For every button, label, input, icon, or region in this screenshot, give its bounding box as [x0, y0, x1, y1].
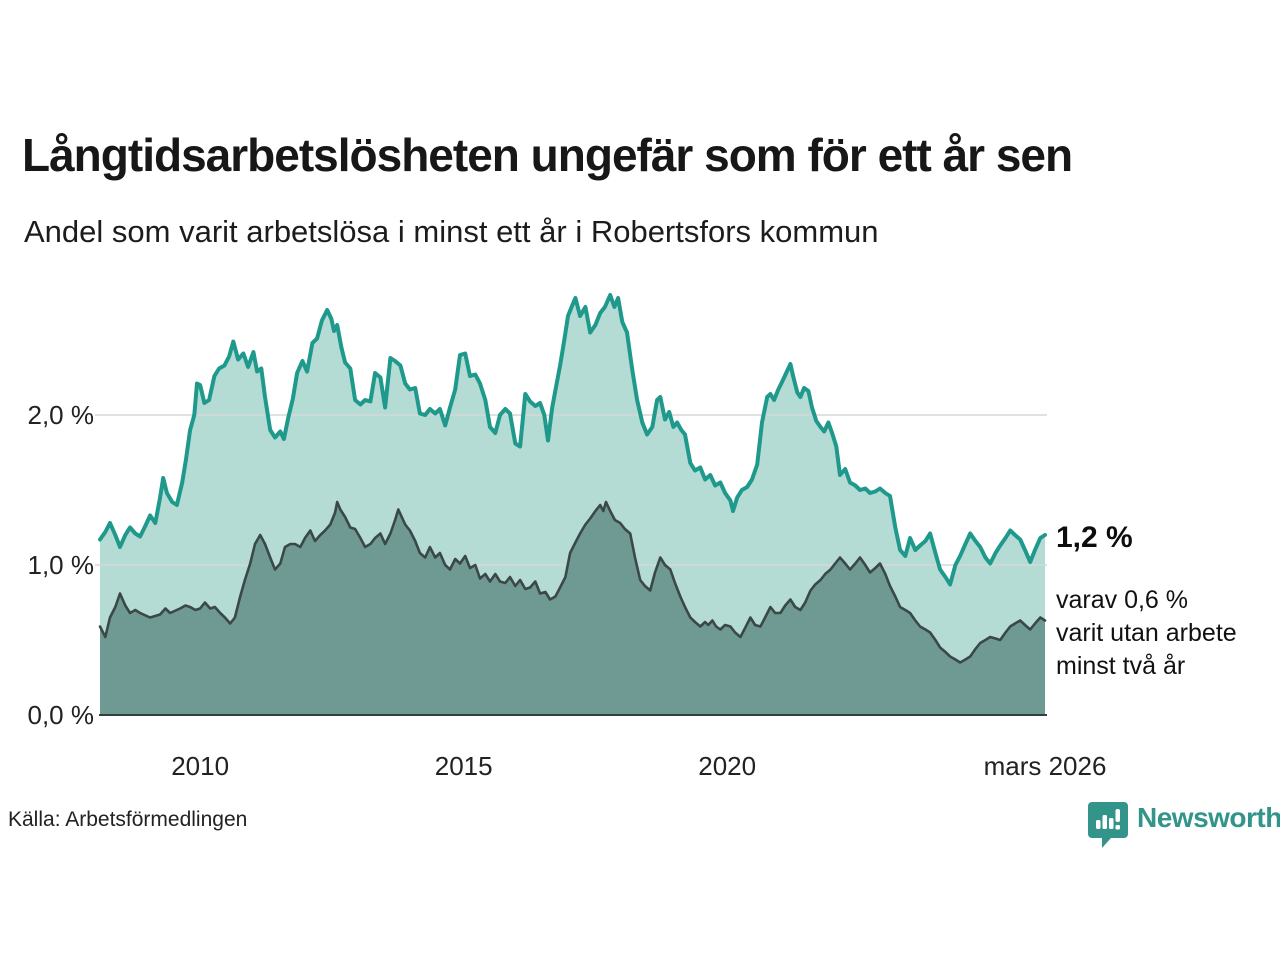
- page-title: Långtidsarbetslösheten ungefär som för e…: [22, 129, 1073, 181]
- newsworthy-logo-text: Newsworthy: [1137, 802, 1280, 833]
- newsworthy-logo-icon: [1088, 802, 1128, 848]
- line-min-one-year: [98, 293, 1047, 587]
- newsworthy-branding: Newsworthy: [1088, 801, 1280, 849]
- latest-value-label: 1,2 %: [1056, 521, 1133, 554]
- line-min-two-years: [98, 500, 1047, 664]
- area-min-two-years: [100, 502, 1045, 715]
- source-note: Källa: Arbetsförmedlingen: [8, 808, 248, 831]
- two-year-share-label: varav 0,6 % varit utan arbete minst två …: [1056, 586, 1237, 680]
- page-subtitle: Andel som varit arbetslösa i minst ett å…: [24, 214, 879, 249]
